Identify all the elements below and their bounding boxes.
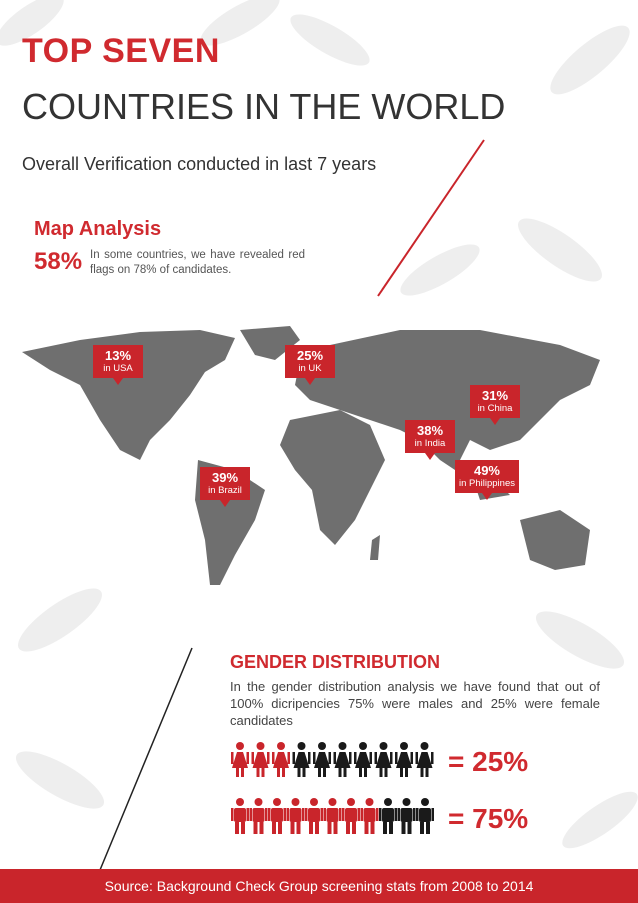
callout: 13% in USA: [93, 345, 143, 385]
description: In the gender distribution analysis we h…: [230, 679, 600, 728]
footer: Source: Background Check Group screening…: [0, 869, 638, 903]
callout: 25% in UK: [285, 345, 335, 385]
description: In some countries, we have revealed red …: [90, 249, 305, 276]
callout: 38% in India: [405, 420, 455, 460]
person-icon: [251, 742, 270, 777]
callout-value: 13%: [104, 348, 132, 363]
divider-line: [377, 139, 485, 297]
person-icon: [313, 742, 331, 777]
callout: 31% in China: [470, 385, 520, 425]
person-icon: [397, 798, 416, 834]
person-icon: [416, 798, 434, 834]
subtitle: Overall Verification conducted in last 7…: [22, 154, 377, 174]
callout-label: in UK: [298, 363, 322, 374]
person-icon: [249, 798, 268, 834]
section-heading: Map Analysis: [34, 218, 162, 240]
person-icon: [292, 742, 311, 777]
result: = 75%: [448, 803, 529, 834]
person-icon: [323, 798, 342, 834]
person-icon: [231, 742, 249, 777]
person-icon: [333, 742, 352, 777]
title: COUNTRIES IN THE WORLD: [22, 86, 506, 127]
result: = 25%: [448, 746, 529, 777]
person-icon: [415, 742, 434, 777]
callout-label: in Philippines: [459, 478, 515, 489]
callout: 49% in Philippines: [455, 460, 519, 500]
person-icon: [342, 798, 360, 834]
person-icon: [354, 742, 372, 777]
person-icon: [305, 798, 323, 834]
person-icon: [360, 798, 379, 834]
callout-value: 39%: [211, 470, 239, 485]
section-heading: GENDER DISTRIBUTION: [230, 652, 441, 672]
callout-label: in China: [477, 403, 513, 414]
person-icon: [395, 742, 413, 777]
person-icon: [379, 798, 397, 834]
person-icon: [231, 798, 249, 834]
callout-label: in India: [414, 438, 446, 449]
callout-label: in USA: [103, 363, 133, 374]
callout-value: 25%: [296, 348, 324, 363]
callout-value: 31%: [481, 388, 509, 403]
person-icon: [272, 742, 290, 777]
callout: 39% in Brazil: [200, 467, 250, 507]
person-icon: [286, 798, 305, 834]
title: TOP SEVEN: [22, 32, 220, 70]
callout-value: 38%: [416, 423, 444, 438]
callout-value: 49%: [473, 463, 500, 478]
divider-line: [99, 647, 193, 871]
callout-label: in Brazil: [208, 485, 242, 496]
leaf-pattern: [0, 0, 638, 849]
person-icons: [231, 742, 434, 834]
person-icon: [268, 798, 286, 834]
stat: 58%: [34, 248, 83, 275]
person-icon: [374, 742, 393, 777]
